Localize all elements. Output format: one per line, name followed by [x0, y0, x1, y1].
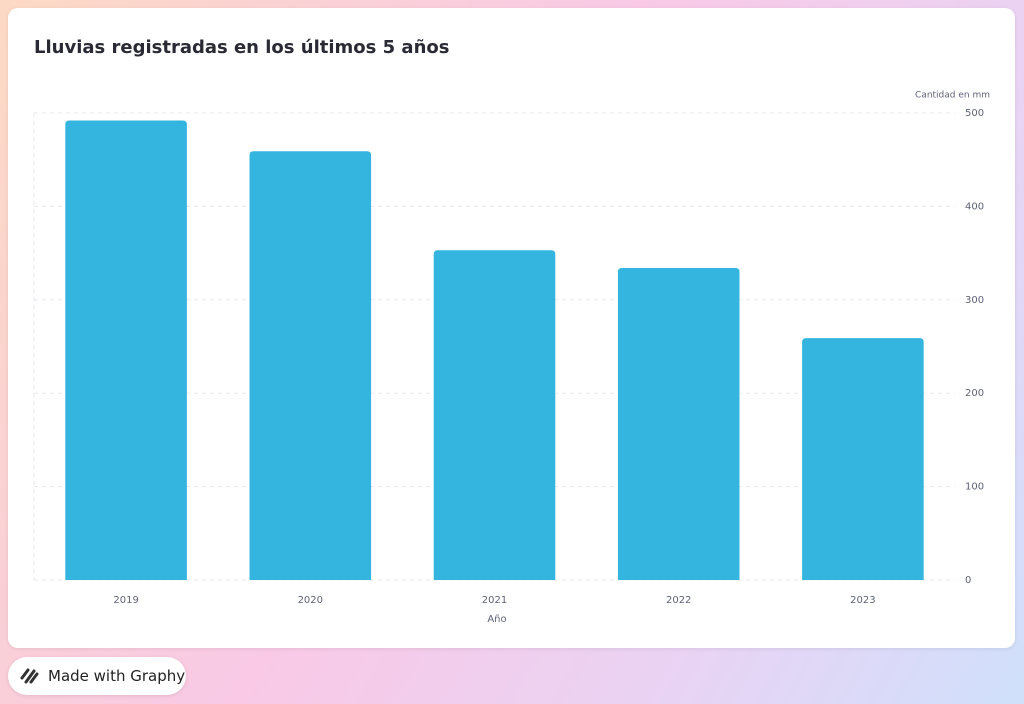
bar [802, 338, 924, 580]
x-tick-label: 2020 [298, 595, 323, 606]
bar [433, 250, 556, 580]
y-tick-label: 400 [965, 201, 984, 212]
y-axis-label: Cantidad en mm [915, 91, 990, 101]
badge-text: Made with Graphy [48, 667, 186, 685]
y-tick-label: 0 [965, 575, 971, 586]
y-tick-label: 300 [965, 295, 984, 306]
x-tick-label: 2022 [666, 595, 691, 606]
bar [249, 151, 372, 580]
bar [617, 268, 740, 580]
y-tick-label: 100 [965, 482, 984, 493]
x-axis-label: Año [487, 614, 506, 625]
x-tick-label: 2021 [482, 595, 507, 606]
x-tick-label: 2023 [850, 595, 875, 606]
badge-logo [20, 668, 39, 684]
badge[interactable]: Made with Graphy [8, 657, 186, 695]
bar [65, 120, 187, 581]
chart-title: Lluvias registradas en los últimos 5 año… [34, 37, 449, 58]
x-tick-label: 2019 [113, 595, 138, 606]
y-tick-label: 500 [965, 108, 984, 119]
y-tick-label: 200 [965, 388, 984, 399]
